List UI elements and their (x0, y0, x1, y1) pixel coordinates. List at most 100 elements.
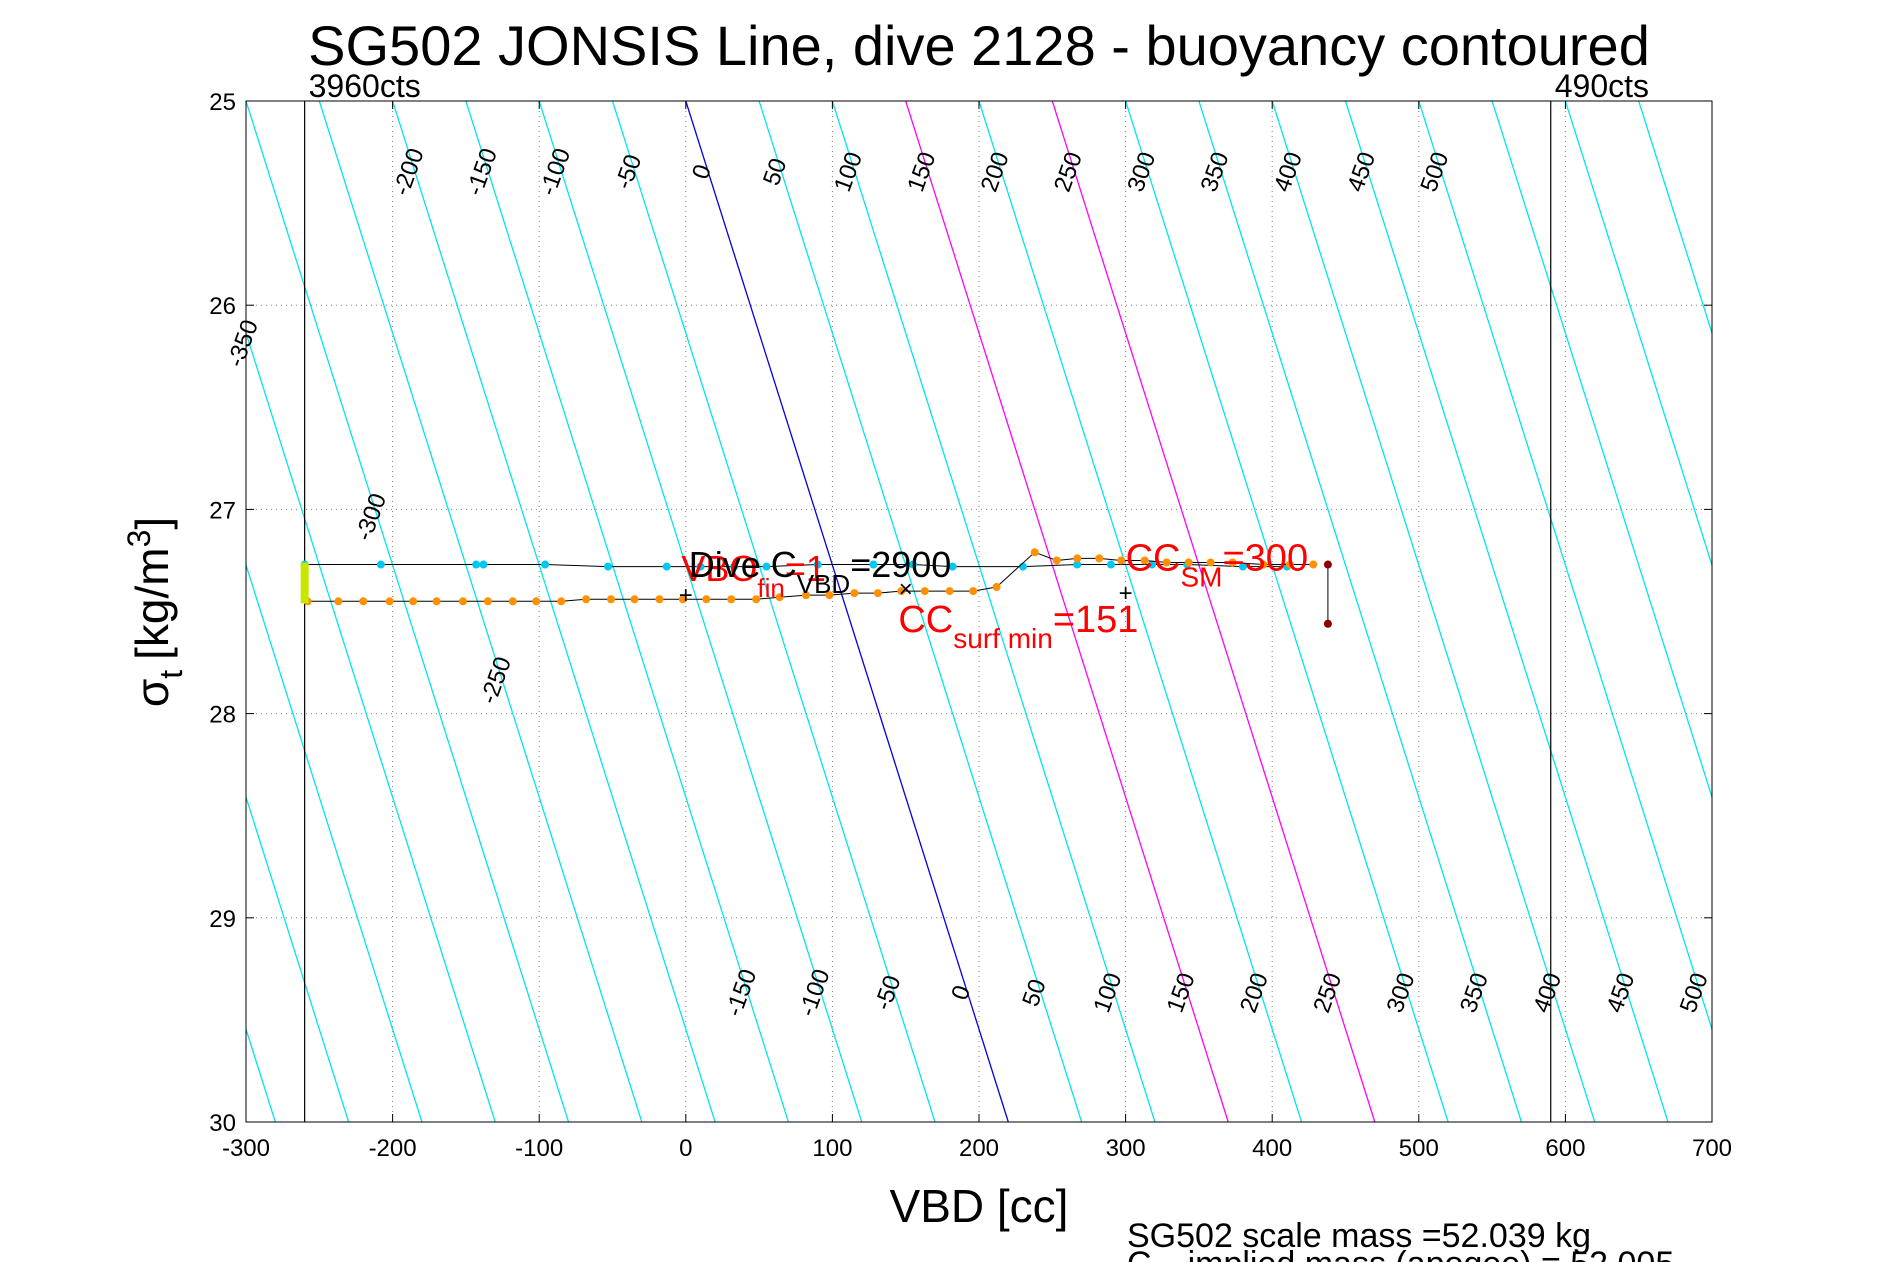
annotation-vbo-subscript: fin (757, 573, 784, 603)
data-point-dive (696, 562, 705, 571)
data-point-climb (1073, 554, 1082, 563)
x-tick-label: -100 (515, 1135, 563, 1162)
buoyancy-contour-line (318, 101, 643, 1122)
y-axis-label: σt [kg/m3] (121, 517, 189, 707)
data-point-climb (334, 597, 343, 606)
buoyancy-contour-line (1271, 101, 1596, 1122)
data-point-climb (557, 597, 566, 606)
data-point-dive (1147, 560, 1156, 569)
vbd-limit-label: 3960cts (309, 68, 421, 104)
buoyancy-contour-line (1051, 101, 1376, 1122)
data-point-climb (678, 595, 687, 604)
data-point-climb (1228, 558, 1237, 567)
y-axis-label-unit-superscript: 3 (121, 530, 157, 548)
data-point-climb (359, 597, 368, 606)
y-tick-label: 29 (209, 906, 236, 933)
data-point-dive (813, 560, 822, 569)
data-point-climb (582, 595, 591, 604)
buoyancy-contour-line (1198, 101, 1523, 1122)
data-point-dive (376, 560, 385, 569)
data-point-climb (630, 595, 639, 604)
buoyancy-contours (246, 101, 1891, 1122)
data-point-climb (1206, 558, 1215, 567)
buoyancy-contour-line (831, 101, 1156, 1122)
annotation-cc-surf-min-prefix: CC (898, 599, 953, 641)
data-point-dive (869, 560, 878, 569)
data-point-climb (532, 597, 541, 606)
y-axis-label-unit: [kg/m (126, 547, 178, 659)
x-tick-label: 700 (1692, 1135, 1732, 1162)
data-point-climb (1285, 560, 1294, 569)
data-point-climb (727, 595, 736, 604)
marker: + (1119, 580, 1133, 607)
annotation-vbo-prefix: VBO (681, 548, 757, 589)
annotation-cc-sm: CCSM=300 (1126, 538, 1308, 593)
buoyancy-contour-line (758, 101, 1083, 1122)
annotation-vbo-value: =1 (785, 548, 826, 589)
x-tick-label: -300 (222, 1135, 270, 1162)
data-point-climb (775, 593, 784, 602)
data-point-dive (730, 562, 739, 571)
footer-implied-mass: Cimplied mass (apogee) = 52.005 (1127, 1245, 1674, 1262)
y-axis-label-subscript: t (153, 670, 189, 679)
series (300, 548, 1332, 628)
buoyancy-contour-line (1564, 101, 1712, 568)
footer-implied-mass-prefix: C (1127, 1245, 1152, 1262)
x-tick-label: 200 (959, 1135, 999, 1162)
data-point-climb (897, 587, 906, 596)
start-marker (300, 562, 309, 604)
x-tick-label: 0 (679, 1135, 692, 1162)
data-point-climb (920, 587, 929, 596)
data-point-climb (1259, 560, 1268, 569)
buoyancy-contour-line (246, 101, 570, 1122)
buoyancy-contour-line (1418, 101, 1712, 1032)
axis-ticks: -300 -200 -100 0 100 200 300 400 500 600 700 25 26 27… (209, 89, 1732, 1162)
annotation-dive-c-vbd-prefix: Dive C (689, 544, 797, 585)
data-point-climb (702, 595, 711, 604)
data-point-climb (409, 597, 418, 606)
data-point-climb (752, 595, 761, 604)
data-point-climb (508, 597, 517, 606)
data-point-dive (948, 562, 957, 571)
data-point-surface (1323, 560, 1332, 569)
buoyancy-contour-line (685, 101, 1009, 1122)
buoyancy-contour-line (1344, 101, 1669, 1122)
vbd-limit-label: 490cts (1555, 68, 1649, 104)
footer-implied-mass-text: implied mass (apogee) = 52.005 (1188, 1245, 1675, 1262)
data-point-climb (483, 597, 492, 606)
data-point-climb (945, 587, 954, 596)
data-point-dive (1073, 560, 1082, 569)
data-point-climb (1140, 556, 1149, 565)
data-point-dive (472, 560, 481, 569)
buoyancy-contour-line (611, 101, 936, 1122)
buoyancy-contour-line (246, 794, 350, 1122)
annotation-dive-c-vbd: Dive CVBD=2900 (689, 544, 952, 599)
data-point-climb (1117, 556, 1126, 565)
y-axis-label-symbol: σ (126, 679, 178, 707)
buoyancy-contour-line (1638, 101, 1712, 336)
data-point-climb (655, 595, 664, 604)
buoyancy-contour-line (1124, 101, 1449, 1122)
annotation-cc-surf-min-subscript: surf min (953, 623, 1053, 654)
data-point-climb (850, 589, 859, 598)
buoyancy-contour-line (1491, 101, 1712, 800)
data-point-climb (992, 582, 1001, 591)
data-point-climb (969, 587, 978, 596)
y-tick-label: 27 (209, 497, 236, 524)
data-point-dive (1238, 562, 1247, 571)
annotation-cc-surf-min: CCsurf min=151 (898, 599, 1138, 654)
x-tick-label: 100 (812, 1135, 852, 1162)
data-point-climb (432, 597, 441, 606)
annotation-cc-surf-min-value: =151 (1053, 599, 1139, 641)
x-tick-label: 600 (1545, 1135, 1585, 1162)
buoyancy-contour-line (465, 101, 790, 1122)
y-axis-label-unit-close: ] (126, 517, 178, 530)
data-point-climb (458, 597, 467, 606)
chart-title: SG502 JONSIS Line, dive 2128 - buoyancy … (308, 14, 1650, 77)
data-point-climb (385, 597, 394, 606)
annotation-cc-sm-value: =300 (1222, 538, 1308, 580)
y-tick-label: 26 (209, 293, 236, 320)
data-point-climb (1309, 560, 1318, 569)
buoyancy-contour-line (1785, 101, 1891, 1122)
